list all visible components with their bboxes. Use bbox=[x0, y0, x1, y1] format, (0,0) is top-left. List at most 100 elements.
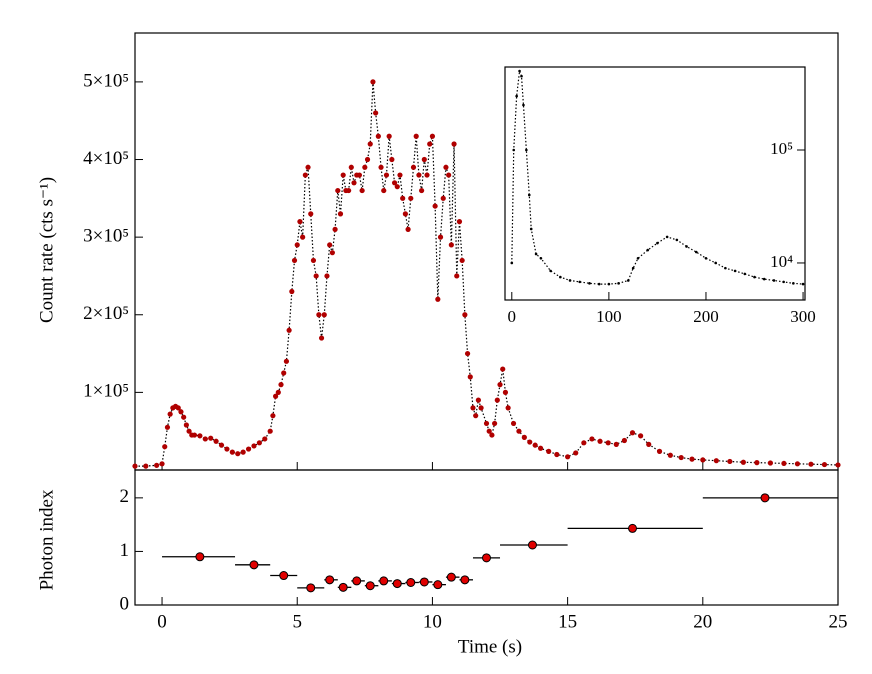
data-point bbox=[325, 575, 335, 585]
data-point bbox=[275, 389, 281, 395]
data-point bbox=[694, 250, 698, 254]
data-point bbox=[402, 211, 408, 217]
data-point bbox=[391, 180, 398, 186]
data-point bbox=[597, 438, 603, 444]
data-point bbox=[554, 451, 560, 458]
data-point bbox=[613, 441, 619, 447]
data-point bbox=[313, 273, 319, 279]
data-point bbox=[470, 405, 476, 411]
data-point bbox=[482, 553, 491, 563]
data-point bbox=[733, 269, 737, 273]
data-point bbox=[132, 463, 138, 469]
data-point bbox=[335, 187, 341, 194]
data-point bbox=[460, 575, 470, 585]
data-point bbox=[408, 195, 414, 201]
data-point bbox=[597, 282, 601, 286]
data-point bbox=[389, 156, 395, 163]
data-point bbox=[743, 272, 747, 276]
data-point bbox=[675, 238, 679, 242]
data-point bbox=[410, 164, 417, 170]
data-point bbox=[772, 279, 776, 282]
data-point bbox=[801, 282, 805, 286]
data-point bbox=[475, 397, 481, 403]
data-point bbox=[373, 110, 379, 116]
data-point bbox=[578, 280, 582, 284]
data-point bbox=[529, 227, 533, 231]
data-point bbox=[515, 94, 518, 98]
data-point bbox=[278, 382, 284, 388]
data-point bbox=[308, 211, 314, 217]
x-tick-label: 200 bbox=[693, 307, 719, 326]
data-point bbox=[621, 437, 627, 444]
y-tick-label: 2 bbox=[120, 486, 130, 507]
data-point bbox=[310, 257, 317, 264]
data-point bbox=[520, 74, 523, 78]
data-point bbox=[159, 461, 165, 467]
data-point bbox=[753, 275, 756, 279]
data-point bbox=[306, 583, 316, 593]
data-point bbox=[497, 382, 503, 388]
data-point bbox=[534, 252, 538, 256]
data-point bbox=[781, 460, 787, 467]
data-point bbox=[489, 432, 495, 438]
data-point bbox=[537, 445, 544, 451]
data-point bbox=[522, 103, 525, 107]
data-point bbox=[588, 282, 591, 285]
data-point bbox=[433, 580, 443, 590]
data-point bbox=[821, 461, 828, 468]
data-point bbox=[549, 269, 552, 273]
data-point bbox=[446, 572, 456, 582]
data-point bbox=[406, 578, 416, 587]
y-tick-label: 10⁴ bbox=[770, 252, 793, 271]
data-point bbox=[283, 358, 290, 364]
x-tick-label: 100 bbox=[596, 307, 622, 326]
x-tick-label: 20 bbox=[693, 611, 712, 632]
data-point bbox=[754, 460, 760, 466]
data-point bbox=[297, 219, 303, 225]
data-point bbox=[516, 428, 522, 434]
data-point bbox=[727, 458, 733, 465]
data-point bbox=[249, 560, 259, 570]
data-point bbox=[512, 148, 516, 152]
data-point bbox=[665, 235, 669, 239]
data-point bbox=[318, 335, 325, 341]
data-point bbox=[162, 444, 168, 450]
data-point bbox=[628, 523, 638, 533]
data-point bbox=[760, 493, 770, 503]
y-tick-label: 10⁵ bbox=[770, 139, 793, 158]
dotted-line bbox=[511, 70, 804, 285]
data-point bbox=[678, 454, 684, 461]
data-point bbox=[352, 576, 362, 586]
data-point bbox=[235, 451, 241, 457]
data-point bbox=[392, 579, 402, 589]
data-point bbox=[713, 458, 719, 464]
data-point bbox=[229, 449, 235, 455]
data-point bbox=[294, 242, 300, 248]
data-point bbox=[143, 463, 149, 469]
data-point bbox=[714, 261, 717, 265]
data-point bbox=[565, 454, 571, 460]
data-point bbox=[213, 438, 219, 444]
data-point bbox=[617, 282, 620, 285]
data-point bbox=[397, 172, 403, 178]
data-point bbox=[808, 461, 814, 467]
data-point bbox=[419, 577, 429, 587]
data-point bbox=[573, 450, 579, 456]
x-tick-label: 5 bbox=[292, 611, 302, 632]
data-point bbox=[356, 172, 363, 178]
data-point bbox=[638, 433, 644, 439]
data-point bbox=[656, 448, 663, 454]
data-point bbox=[559, 275, 562, 279]
x-tick-label: 0 bbox=[508, 307, 517, 326]
data-point bbox=[195, 552, 205, 562]
data-point bbox=[286, 327, 292, 333]
data-point bbox=[419, 187, 425, 194]
data-point bbox=[492, 420, 498, 427]
data-point bbox=[483, 420, 490, 427]
data-point bbox=[631, 266, 635, 270]
data-point bbox=[521, 434, 527, 440]
data-point bbox=[379, 576, 389, 586]
data-point bbox=[502, 389, 509, 395]
data-point bbox=[432, 203, 438, 209]
